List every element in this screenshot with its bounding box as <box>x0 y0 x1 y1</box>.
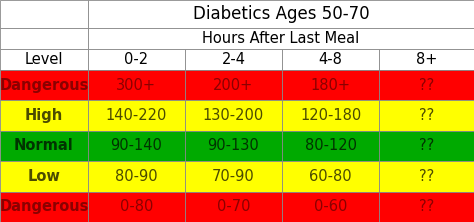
Bar <box>88 192 185 222</box>
Text: 90-140: 90-140 <box>110 139 162 153</box>
Text: Dangerous: Dangerous <box>0 78 89 93</box>
Text: Level: Level <box>25 52 63 67</box>
Text: Dangerous: Dangerous <box>0 199 89 214</box>
Text: 0-2: 0-2 <box>124 52 148 67</box>
Bar <box>88 70 185 100</box>
Bar <box>185 161 282 192</box>
Bar <box>185 192 282 222</box>
Bar <box>0 100 88 131</box>
Text: 120-180: 120-180 <box>300 108 361 123</box>
Text: 4-8: 4-8 <box>319 52 343 67</box>
Bar <box>88 131 185 161</box>
Text: 90-130: 90-130 <box>208 139 259 153</box>
Bar <box>282 70 379 100</box>
Bar <box>88 161 185 192</box>
Text: 180+: 180+ <box>310 78 351 93</box>
Text: Normal: Normal <box>14 139 74 153</box>
Bar <box>282 131 379 161</box>
Text: 200+: 200+ <box>213 78 254 93</box>
Text: ??: ?? <box>419 78 434 93</box>
Bar <box>379 161 474 192</box>
Bar <box>185 70 282 100</box>
Bar <box>88 0 474 28</box>
Bar <box>379 192 474 222</box>
Bar <box>282 192 379 222</box>
Text: 0-80: 0-80 <box>119 199 153 214</box>
Text: 2-4: 2-4 <box>221 52 246 67</box>
Text: 80-120: 80-120 <box>305 139 356 153</box>
Bar <box>282 100 379 131</box>
Bar <box>379 100 474 131</box>
Text: 300+: 300+ <box>116 78 156 93</box>
Bar <box>185 100 282 131</box>
Bar <box>379 70 474 100</box>
Text: ??: ?? <box>419 169 434 184</box>
Text: ??: ?? <box>419 199 434 214</box>
Bar <box>185 131 282 161</box>
Bar <box>88 100 185 131</box>
Text: Low: Low <box>27 169 60 184</box>
Text: 0-70: 0-70 <box>217 199 250 214</box>
Bar <box>0 70 88 100</box>
Bar <box>282 49 379 70</box>
Text: 0-60: 0-60 <box>314 199 347 214</box>
Bar <box>88 28 474 49</box>
Bar <box>0 161 88 192</box>
Text: 130-200: 130-200 <box>203 108 264 123</box>
Bar <box>0 131 88 161</box>
Text: ??: ?? <box>419 139 434 153</box>
Text: 8+: 8+ <box>416 52 438 67</box>
Text: High: High <box>25 108 63 123</box>
Bar <box>282 161 379 192</box>
Text: ??: ?? <box>419 108 434 123</box>
Text: 70-90: 70-90 <box>212 169 255 184</box>
Bar <box>185 49 282 70</box>
Text: 140-220: 140-220 <box>106 108 167 123</box>
Bar <box>0 0 88 28</box>
Text: 60-80: 60-80 <box>310 169 352 184</box>
Bar <box>379 49 474 70</box>
Bar <box>0 49 88 70</box>
Text: 80-90: 80-90 <box>115 169 157 184</box>
Bar <box>379 131 474 161</box>
Text: Diabetics Ages 50-70: Diabetics Ages 50-70 <box>192 5 369 23</box>
Text: Hours After Last Meal: Hours After Last Meal <box>202 31 359 46</box>
Bar <box>0 192 88 222</box>
Bar <box>0 28 88 49</box>
Bar <box>88 49 185 70</box>
